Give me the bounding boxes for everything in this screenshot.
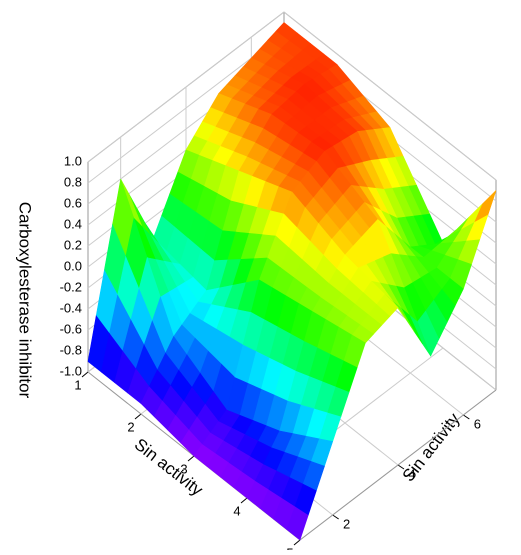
tick-mark <box>463 414 470 420</box>
z-tick-label: 0.2 <box>64 237 82 252</box>
tick-mark <box>397 464 405 470</box>
tick-mark <box>332 514 339 520</box>
z-tick-label: -0.6 <box>60 321 82 336</box>
surface-cell <box>193 409 281 499</box>
surface-cell <box>173 279 260 411</box>
surface-cell <box>303 64 391 132</box>
x-tick-label: 5 <box>286 545 293 550</box>
surface-cell <box>291 150 379 256</box>
y-tick-label: 4 <box>408 466 415 481</box>
surface-cell <box>238 114 326 193</box>
x-tick-label: 2 <box>127 419 134 434</box>
surface-cell <box>218 57 305 115</box>
surface-patch <box>286 506 309 541</box>
surface-cell <box>152 149 240 292</box>
surface-cell <box>279 311 366 442</box>
box-edge <box>299 389 497 541</box>
tick-mark <box>240 497 248 504</box>
z-tick-label: 0.0 <box>64 258 82 273</box>
z-axis-title: Carboxylesterase inhibitor <box>16 202 35 399</box>
z-tick-label: -0.4 <box>60 300 82 315</box>
z-tick-label: -1.0 <box>60 363 82 378</box>
surface-cell <box>250 22 338 85</box>
surface-cell <box>271 83 358 152</box>
surface-cell <box>409 190 497 290</box>
tick-mark <box>81 371 89 378</box>
z-tick-label: 0.8 <box>64 174 82 189</box>
z-tick-label: 0.6 <box>64 195 82 210</box>
tick-mark <box>134 413 142 420</box>
surface-cell <box>344 218 431 357</box>
y-tick-label: 6 <box>474 416 481 431</box>
surface-cell <box>246 430 334 541</box>
x-tick-label: 1 <box>74 377 81 392</box>
surface-cell <box>140 335 228 457</box>
surface-cell <box>377 219 464 357</box>
surface-cell <box>205 170 293 291</box>
z-tick-label: -0.2 <box>60 279 82 294</box>
x-tick-label: 3 <box>180 461 187 476</box>
surface-cell <box>258 191 346 312</box>
z-tick-label: 1.0 <box>64 153 82 168</box>
tick-mark <box>187 455 195 462</box>
y-tick-label: 2 <box>343 516 350 531</box>
surface-cell <box>311 254 399 344</box>
z-tick-label: 0.4 <box>64 216 82 231</box>
surface-cell <box>324 131 411 248</box>
tick-mark <box>293 539 301 546</box>
x-tick-label: 4 <box>233 503 240 518</box>
grid-line <box>283 11 497 181</box>
surface-cell <box>226 279 313 432</box>
z-tick-label: -0.8 <box>60 342 82 357</box>
surface-cell <box>87 178 174 404</box>
